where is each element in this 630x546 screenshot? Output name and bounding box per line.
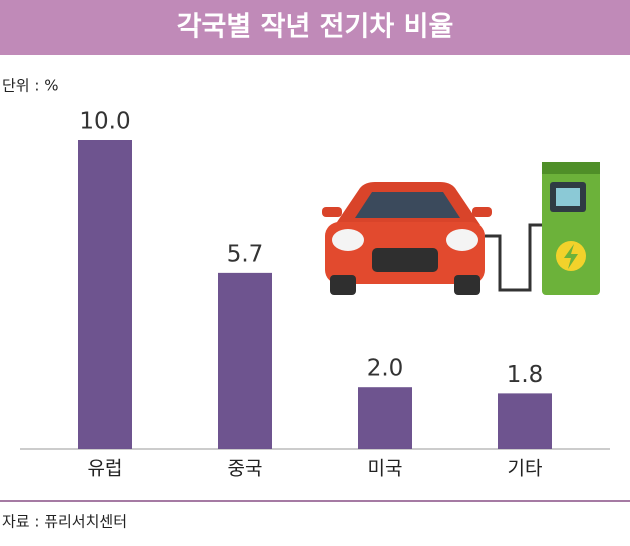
source: 자료 : 퓨리서치센터 bbox=[2, 513, 127, 531]
bar bbox=[78, 140, 132, 449]
chart-title: 각국별 작년 전기차 비율 bbox=[177, 12, 454, 43]
bar bbox=[498, 393, 552, 449]
value-label: 1.8 bbox=[507, 362, 544, 388]
title-bar bbox=[0, 0, 630, 55]
value-label: 10.0 bbox=[79, 109, 130, 135]
value-label: 5.7 bbox=[227, 241, 264, 267]
x-tick-label: 중국 bbox=[228, 458, 263, 480]
x-tick-label: 미국 bbox=[368, 458, 403, 480]
x-tick-label: 기타 bbox=[508, 458, 543, 480]
value-label: 2.0 bbox=[367, 356, 404, 382]
unit-label: 단위 : % bbox=[2, 77, 58, 95]
bar bbox=[358, 387, 412, 449]
car-illustration bbox=[322, 162, 600, 295]
x-tick-label: 유럽 bbox=[88, 458, 123, 480]
bar bbox=[218, 272, 272, 449]
